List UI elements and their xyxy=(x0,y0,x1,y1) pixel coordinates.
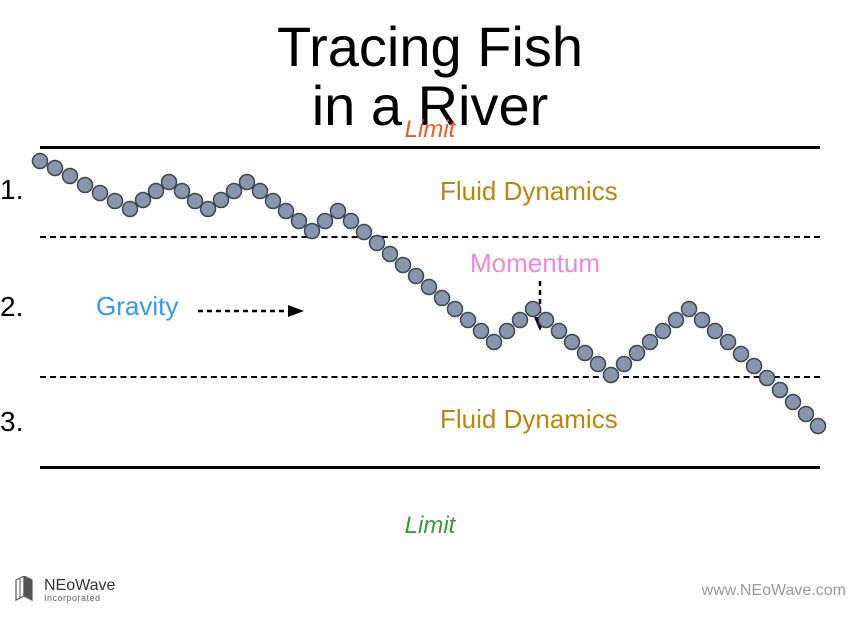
bead xyxy=(604,367,619,382)
bead xyxy=(240,174,255,189)
bead xyxy=(78,177,93,192)
bead xyxy=(279,203,294,218)
bead xyxy=(461,312,476,327)
bead xyxy=(721,334,736,349)
title-line1: Tracing Fish xyxy=(277,15,583,78)
bead xyxy=(435,290,450,305)
bead xyxy=(305,223,320,238)
bead xyxy=(318,213,333,228)
bead xyxy=(630,345,645,360)
bead xyxy=(227,183,242,198)
bead xyxy=(591,356,606,371)
bead xyxy=(136,192,151,207)
footer-url: www.NEoWave.com xyxy=(702,582,846,600)
limit-top-label: Limit xyxy=(40,116,820,144)
bead xyxy=(811,418,826,433)
bead xyxy=(500,323,515,338)
bead xyxy=(643,334,658,349)
bead xyxy=(708,323,723,338)
bead xyxy=(292,213,307,228)
bead xyxy=(487,334,502,349)
bead xyxy=(108,193,123,208)
bead xyxy=(214,192,229,207)
bead xyxy=(760,370,775,385)
bead xyxy=(669,312,684,327)
bead xyxy=(48,160,63,175)
logo-icon xyxy=(14,576,38,604)
bead xyxy=(773,382,788,397)
bead xyxy=(786,394,801,409)
bead xyxy=(175,183,190,198)
logo-sub: Incorporated xyxy=(44,594,115,603)
row-number-3: 3. xyxy=(0,406,23,438)
row-number-1: 1. xyxy=(0,174,23,206)
bead xyxy=(513,312,528,327)
bead xyxy=(409,268,424,283)
bead xyxy=(734,346,749,361)
bead xyxy=(201,201,216,216)
bead xyxy=(552,323,567,338)
bead xyxy=(266,193,281,208)
logo-name: NEoWave xyxy=(44,578,115,594)
bead xyxy=(799,406,814,421)
bead xyxy=(526,301,541,316)
bead xyxy=(695,312,710,327)
bead-path xyxy=(40,146,830,486)
diagram-area: Limit 1. 2. 3. Fluid Dynamics Gravity Mo… xyxy=(40,146,820,506)
bead xyxy=(63,168,78,183)
bead xyxy=(747,358,762,373)
bead xyxy=(162,174,177,189)
bead xyxy=(93,185,108,200)
bead xyxy=(383,246,398,261)
bead xyxy=(123,201,138,216)
bead xyxy=(370,235,385,250)
bead xyxy=(253,183,268,198)
bead xyxy=(149,183,164,198)
bead xyxy=(33,153,48,168)
bead xyxy=(539,312,554,327)
bead xyxy=(474,323,489,338)
bead xyxy=(331,203,346,218)
bead xyxy=(656,323,671,338)
bead xyxy=(617,356,632,371)
bead xyxy=(565,334,580,349)
row-number-2: 2. xyxy=(0,291,23,323)
bead xyxy=(357,224,372,239)
bead xyxy=(344,213,359,228)
neowave-logo: NEoWave Incorporated xyxy=(14,576,115,604)
limit-bottom-label: Limit xyxy=(40,512,820,540)
bead xyxy=(448,301,463,316)
bead xyxy=(422,279,437,294)
bead xyxy=(396,257,411,272)
bead xyxy=(682,301,697,316)
bead xyxy=(578,345,593,360)
